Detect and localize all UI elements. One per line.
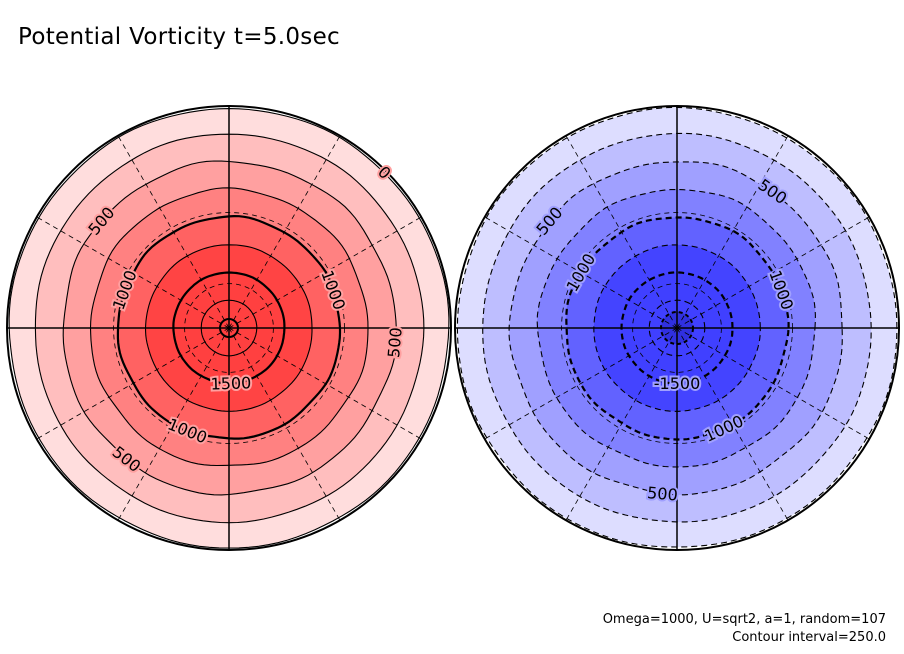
plot-boundary (6, 105, 452, 551)
contour-label: 500 (384, 326, 406, 358)
grid-spoke (117, 135, 230, 329)
contour-interval-annotation: Contour interval=250.0 (732, 630, 886, 645)
grid-spoke (117, 327, 230, 521)
parameters-annotation: Omega=1000, U=sqrt2, a=1, random=107 (602, 612, 886, 627)
grid-spoke (676, 216, 870, 329)
grid-spoke (676, 327, 870, 440)
grid-spoke (484, 327, 678, 440)
grid-spoke (36, 216, 230, 329)
grid-spoke (676, 135, 789, 329)
grid-spoke (565, 135, 678, 329)
contour-label: -1500 (654, 374, 701, 393)
grid-spoke (228, 327, 341, 521)
grid-spoke (36, 327, 230, 440)
chart-title: Potential Vorticity t=5.0sec (18, 24, 340, 50)
polar-grid (454, 105, 900, 551)
grid-spoke (228, 135, 341, 329)
contour-label: 1500 (210, 373, 251, 393)
grid-spoke (676, 327, 789, 521)
plot-boundary (454, 105, 900, 551)
grid-spoke (228, 216, 422, 329)
contour-fills (7, 106, 451, 550)
grid-spoke (565, 327, 678, 521)
grid-spoke (484, 216, 678, 329)
polar-grid (6, 105, 452, 551)
contour-label: 500 (646, 483, 678, 505)
grid-spoke (228, 327, 422, 440)
